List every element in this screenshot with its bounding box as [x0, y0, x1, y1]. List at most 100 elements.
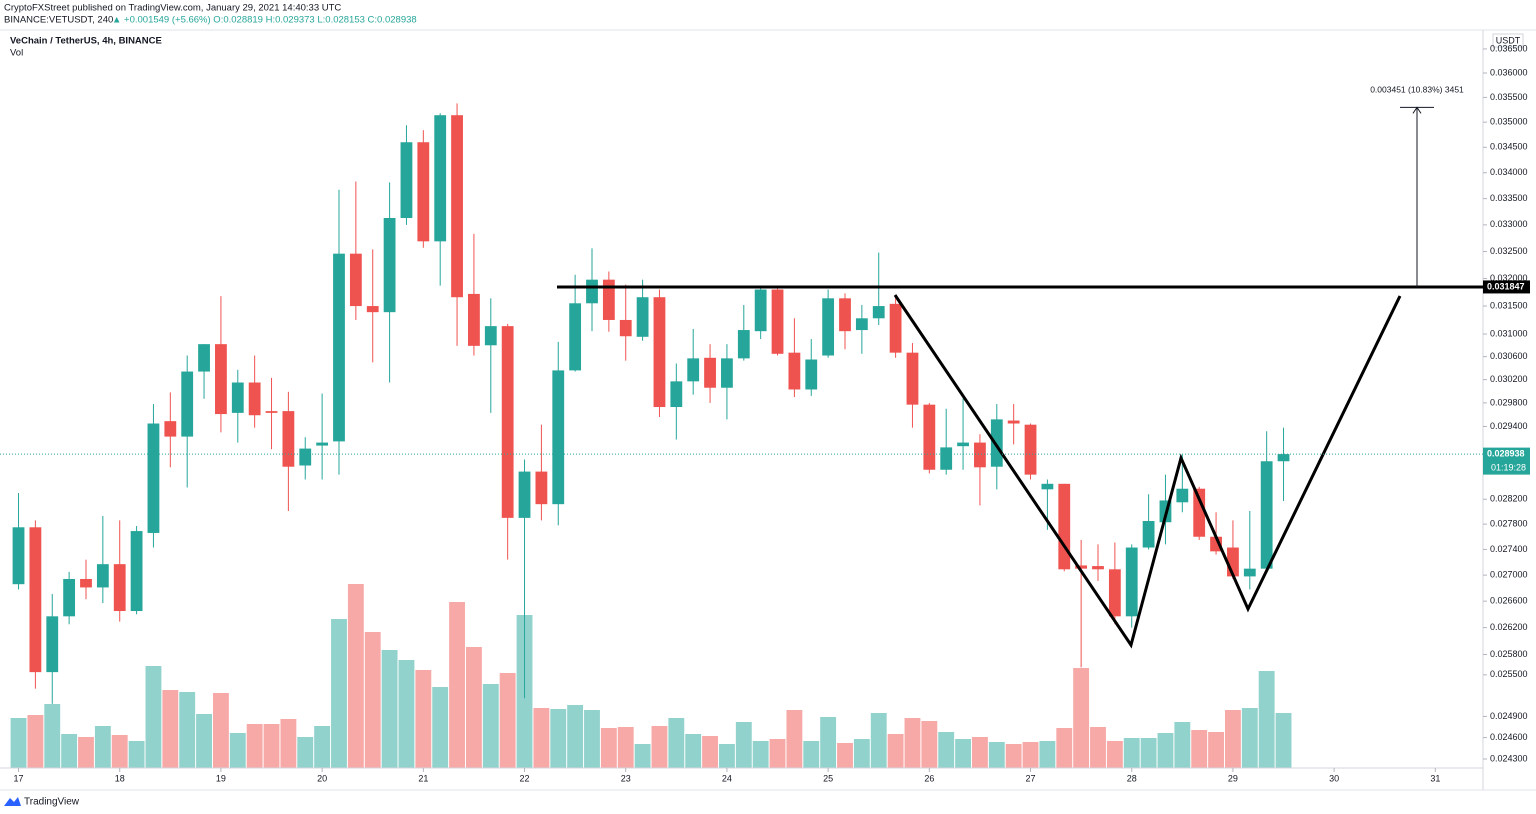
candle-body	[670, 381, 683, 407]
candle-body	[872, 306, 885, 319]
candle-body	[147, 423, 160, 533]
volume-bar	[803, 741, 820, 768]
volume-bar	[887, 734, 904, 768]
volume-bar	[263, 724, 280, 768]
y-tick-label: 0.032000	[1490, 273, 1528, 283]
x-tick-label: 25	[823, 773, 833, 783]
x-tick-label: 30	[1329, 773, 1339, 783]
y-tick-label: 0.026600	[1490, 596, 1528, 606]
candle-body	[383, 218, 396, 313]
y-tick-label: 0.035000	[1490, 117, 1528, 127]
y-tick-label: 0.027000	[1490, 569, 1528, 579]
candle-body	[468, 293, 480, 346]
candle-body	[1142, 521, 1155, 548]
symbol-line: BINANCE:VETUSDT, 240	[4, 15, 113, 26]
volume-bar	[1157, 733, 1174, 768]
candle-body	[366, 306, 379, 313]
volume-bar	[634, 744, 651, 768]
x-tick-label: 28	[1127, 773, 1137, 783]
candle-body	[248, 382, 261, 416]
x-tick-label: 23	[621, 773, 631, 783]
volume-bar	[820, 717, 837, 768]
candle-body	[1125, 547, 1138, 617]
volume-bar	[617, 727, 634, 768]
resistance-price-label: 0.031847	[1487, 281, 1525, 291]
x-tick-label: 18	[115, 773, 125, 783]
candle-body	[855, 318, 868, 331]
candle-body	[29, 527, 42, 673]
volume-bar	[145, 666, 162, 768]
candle-body	[754, 289, 767, 332]
volume-bar	[988, 742, 1005, 768]
candle-body	[805, 359, 818, 390]
candle-body	[1176, 488, 1189, 503]
x-tick-label: 22	[520, 773, 530, 783]
y-tick-label: 0.029400	[1490, 421, 1528, 431]
volume-bar	[1140, 738, 1157, 768]
candle-body	[687, 358, 700, 382]
volume-bar	[1022, 742, 1039, 768]
candle-body	[990, 419, 1003, 467]
volume-bar	[246, 724, 263, 768]
volume-bar	[651, 726, 668, 768]
volume-bar	[1174, 722, 1191, 768]
candle-body	[906, 352, 919, 405]
volume-bar	[297, 737, 314, 768]
x-tick-label: 29	[1228, 773, 1238, 783]
candle-body	[434, 115, 447, 242]
y-tick-label: 0.024900	[1490, 711, 1528, 721]
volume-bar	[280, 719, 297, 768]
plot-area	[10, 103, 1292, 768]
y-tick-label: 0.030200	[1490, 374, 1528, 384]
y-tick-label: 0.033000	[1490, 219, 1528, 229]
volume-bar	[752, 741, 769, 768]
candle-body	[1092, 566, 1104, 570]
measure-label: 0.003451 (10.83%) 3451	[1370, 85, 1464, 95]
volume-bar	[398, 660, 415, 768]
y-tick-label: 0.028200	[1490, 494, 1528, 504]
candle-body	[215, 344, 227, 415]
volume-bar	[94, 726, 111, 768]
candle-body	[80, 578, 92, 588]
y-tick-label: 0.027800	[1490, 519, 1528, 529]
candle-body	[130, 531, 143, 612]
candle-body	[1108, 569, 1121, 617]
last-price-label: 0.028938	[1487, 448, 1525, 458]
volume-bar	[364, 632, 381, 768]
candle-body	[1041, 483, 1054, 490]
y-tick-label: 0.034500	[1490, 142, 1528, 152]
volume-bar	[550, 709, 567, 768]
y-tick-label: 0.032500	[1490, 246, 1528, 256]
volume-bar	[533, 708, 550, 768]
volume-bar	[718, 744, 735, 768]
y-tick-label: 0.034000	[1490, 167, 1528, 177]
volume-bar	[1073, 668, 1090, 768]
y-tick-label: 0.031000	[1490, 328, 1528, 338]
candle-body	[974, 442, 986, 468]
x-tick-label: 27	[1026, 773, 1036, 783]
y-tick-label: 0.025500	[1490, 669, 1528, 679]
footer-brand: TradingView	[24, 797, 80, 808]
resistance-price-box	[1483, 280, 1530, 294]
candle-body	[349, 253, 362, 307]
volume-bar	[600, 728, 617, 768]
candle-body	[737, 330, 750, 359]
candle-body	[265, 411, 278, 413]
volume-bar	[111, 735, 128, 768]
volume-bar	[499, 673, 516, 768]
publisher-line: CryptoFXStreet published on TradingView.…	[4, 3, 341, 14]
volume-bar	[971, 737, 988, 768]
x-tick-label: 24	[722, 773, 732, 783]
currency-badge	[1492, 33, 1524, 48]
volume-bar	[10, 718, 27, 768]
candle-body	[400, 142, 413, 219]
candle-body	[417, 142, 430, 242]
measure-arrowhead	[1412, 106, 1422, 114]
volume-bar	[196, 714, 212, 768]
candle-body	[231, 382, 244, 413]
volume-bar	[1056, 728, 1073, 768]
candle-body	[653, 297, 666, 407]
volume-bar	[1123, 738, 1140, 768]
